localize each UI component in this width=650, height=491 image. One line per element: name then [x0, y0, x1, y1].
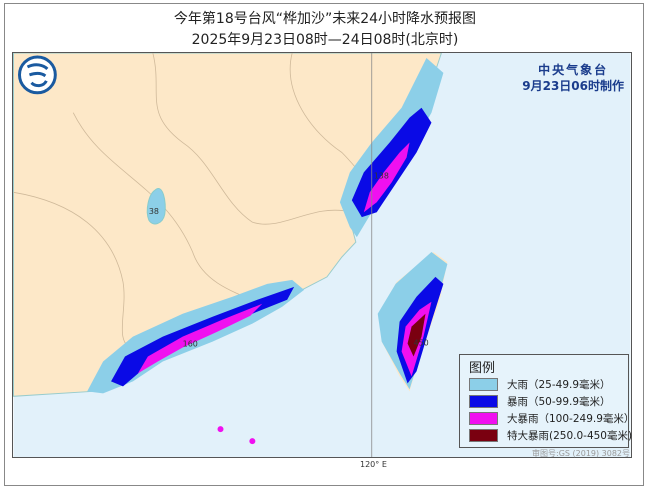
island-2 [249, 438, 256, 445]
map-subtitle: 2025年9月23日08时—24日08时(北京时) [191, 32, 459, 48]
legend-item: 大雨（25-49.9毫米） [469, 377, 611, 391]
issue-time: 9月23日06时制作 [522, 79, 624, 93]
legend-swatch [469, 428, 498, 442]
value-label: 38 [149, 207, 159, 216]
agency-name: 中央气象台 [538, 63, 609, 77]
legend-label: 大暴雨（100-249.9毫米） [507, 412, 635, 425]
rain-heavystorm-gd [137, 303, 263, 374]
rain-extreme-tw [407, 313, 426, 357]
legend-item: 暴雨（50-99.9毫米） [469, 394, 611, 408]
inland-rain-patch [146, 188, 166, 225]
cma-logo-icon [18, 55, 57, 95]
legend-item: 特大暴雨(250.0-450毫米) [469, 428, 632, 442]
map-approval-number: 审图号:GS (2019) 3082号 [532, 449, 631, 458]
value-label: 160 [183, 340, 198, 349]
legend: 图例 大雨（25-49.9毫米） 暴雨（50-99.9毫米） 大暴雨（100-2… [459, 354, 634, 448]
legend-title: 图例 [469, 361, 496, 376]
map-title: 今年第18号台风“桦加沙”未来24小时降水预报图 [173, 11, 477, 27]
value-label: 138 [374, 171, 389, 180]
value-label: 450 [414, 339, 429, 348]
legend-swatch [469, 394, 498, 408]
island-1 [217, 426, 224, 433]
rain-heavystorm-ne [363, 142, 410, 213]
legend-item: 大暴雨（100-249.9毫米） [469, 411, 634, 425]
legend-label: 暴雨（50-99.9毫米） [507, 395, 611, 408]
outer-frame [4, 3, 644, 486]
legend-swatch [469, 411, 498, 425]
legend-swatch [469, 377, 498, 391]
legend-label: 大雨（25-49.9毫米） [507, 378, 611, 391]
agency-block: 中央气象台 9月23日06时制作 [522, 62, 624, 94]
meridian-label: 120° E [360, 460, 387, 469]
legend-label: 特大暴雨(250.0-450毫米) [507, 429, 633, 442]
